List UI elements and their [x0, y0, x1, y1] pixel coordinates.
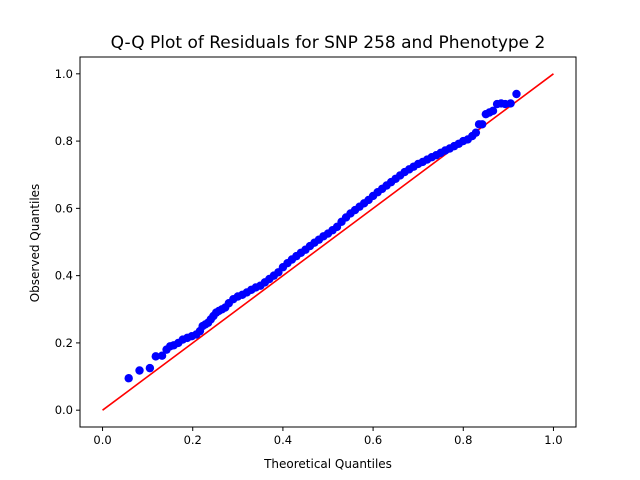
data-point [471, 128, 481, 137]
y-tick-label: 0.8 [55, 134, 73, 148]
x-tick-label: 0.2 [184, 433, 202, 447]
x-axis-ticks: 0.0 0.2 0.4 0.6 0.8 1.0 [93, 427, 563, 447]
x-tick-label: 0.8 [454, 433, 472, 447]
chart-title: Q-Q Plot of Residuals for SNP 258 and Ph… [111, 33, 546, 53]
data-point [124, 374, 133, 383]
y-tick-label: 1.0 [55, 67, 73, 81]
y-tick-label: 0.2 [55, 336, 73, 350]
data-points [124, 89, 521, 383]
y-tick-label: 0.6 [55, 201, 73, 215]
data-point [478, 120, 487, 129]
y-tick-label: 0.4 [55, 269, 73, 283]
data-point [157, 351, 167, 360]
data-point [512, 89, 521, 99]
y-axis-ticks: 0.0 0.2 0.4 0.6 0.8 1.0 [55, 67, 80, 417]
x-tick-label: 0.6 [364, 433, 382, 447]
data-point [135, 366, 144, 375]
data-point [151, 352, 160, 361]
plot-frame [79, 56, 577, 428]
data-point [488, 106, 498, 116]
x-tick-label: 0.0 [93, 433, 111, 447]
data-point [506, 99, 515, 108]
x-tick-label: 0.4 [274, 433, 292, 447]
y-axis-label: Observed Quantiles [28, 184, 42, 303]
x-axis-label: Theoretical Quantiles [263, 457, 392, 471]
data-point [145, 363, 155, 373]
x-tick-label: 1.0 [544, 433, 562, 447]
y-tick-label: 0.0 [55, 403, 73, 417]
